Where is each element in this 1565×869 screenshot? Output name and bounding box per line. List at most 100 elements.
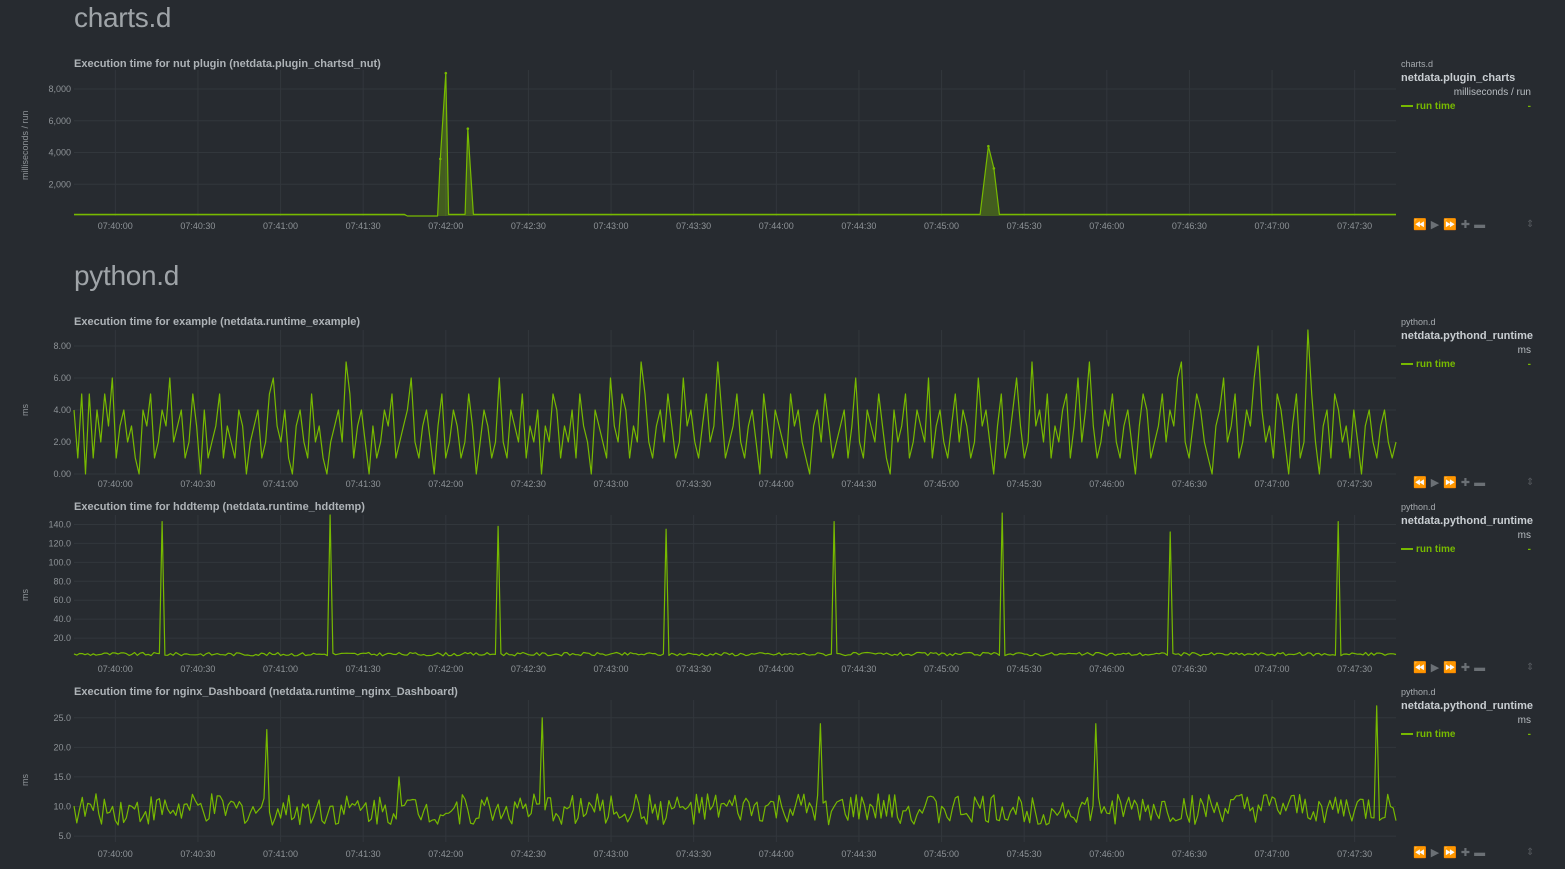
legend-dimension-label: run time xyxy=(1416,359,1456,370)
legend-dimension-label: run time xyxy=(1416,544,1456,555)
x-tick-label: 07:45:30 xyxy=(1007,221,1042,231)
zoom-out-icon[interactable]: ▬ xyxy=(1474,477,1490,489)
y-tick-label: 8.00 xyxy=(53,341,71,351)
x-tick-label: 07:40:00 xyxy=(98,664,133,674)
legend-units: ms xyxy=(1517,530,1531,541)
legend-dimension-value: - xyxy=(1527,544,1531,555)
x-tick-label: 07:41:00 xyxy=(263,221,298,231)
chart-title-example: Execution time for example (netdata.runt… xyxy=(74,316,361,328)
series-swatch xyxy=(1401,733,1413,736)
play-icon[interactable]: ▶ xyxy=(1430,662,1444,674)
legend-context: netdata.plugin_charts xyxy=(1401,72,1516,84)
legend-dimension-run-time[interactable]: run time - xyxy=(1401,101,1531,112)
zoom-out-icon[interactable]: ▬ xyxy=(1474,847,1490,859)
legend-plugin: python.d xyxy=(1401,502,1436,512)
x-tick-label: 07:41:00 xyxy=(263,664,298,674)
x-tick-label: 07:42:00 xyxy=(428,221,463,231)
legend-dimension-value: - xyxy=(1527,359,1531,370)
series-swatch xyxy=(1401,105,1413,108)
legend-dimension-label: run time xyxy=(1416,101,1456,112)
zoom-in-icon[interactable]: ✚ xyxy=(1460,219,1475,231)
x-tick-label: 07:43:30 xyxy=(676,664,711,674)
y-tick-label: 0.00 xyxy=(53,469,71,479)
zoom-in-icon[interactable]: ✚ xyxy=(1460,847,1475,859)
section-title-charts-d: charts.d xyxy=(74,2,172,33)
x-tick-label: 07:47:00 xyxy=(1255,221,1290,231)
x-tick-label: 07:46:00 xyxy=(1089,664,1124,674)
x-tick-label: 07:43:30 xyxy=(676,221,711,231)
zoom-in-icon[interactable]: ✚ xyxy=(1460,477,1475,489)
x-tick-label: 07:43:30 xyxy=(676,479,711,489)
y-tick-label: 6,000 xyxy=(48,116,71,126)
resize-handle-icon[interactable]: ⇕ xyxy=(1526,219,1535,230)
section-title-python-d: python.d xyxy=(74,260,180,291)
x-tick-label: 07:43:00 xyxy=(594,221,629,231)
play-icon[interactable]: ▶ xyxy=(1430,219,1444,231)
x-tick-label: 07:40:00 xyxy=(98,479,133,489)
x-tick-label: 07:43:30 xyxy=(676,849,711,859)
resize-handle-icon[interactable]: ⇕ xyxy=(1526,662,1535,673)
y-tick-label: 6.00 xyxy=(53,373,71,383)
x-tick-label: 07:43:00 xyxy=(594,664,629,674)
pan-right-icon[interactable]: ⏩ xyxy=(1443,662,1461,674)
chart-legend: python.d netdata.pythond_runtime ms run … xyxy=(1401,317,1534,370)
pan-right-icon[interactable]: ⏩ xyxy=(1443,219,1461,231)
y-tick-label: 8,000 xyxy=(48,84,71,94)
legend-plugin: python.d xyxy=(1401,687,1436,697)
play-icon[interactable]: ▶ xyxy=(1430,477,1444,489)
chart-title-nut: Execution time for nut plugin (netdata.p… xyxy=(74,58,381,70)
legend-dimension-run-time[interactable]: run time - xyxy=(1401,359,1531,370)
x-tick-label: 07:45:30 xyxy=(1007,664,1042,674)
pan-right-icon[interactable]: ⏩ xyxy=(1443,477,1461,489)
legend-context: netdata.pythond_runtime xyxy=(1401,330,1534,342)
x-tick-label: 07:44:00 xyxy=(759,221,794,231)
y-tick-label: 4,000 xyxy=(48,148,71,158)
y-tick-label: 20.0 xyxy=(53,633,71,643)
chart-title-hddtemp: Execution time for hddtemp (netdata.runt… xyxy=(74,501,365,513)
x-tick-label: 07:42:30 xyxy=(511,849,546,859)
zoom-out-icon[interactable]: ▬ xyxy=(1474,219,1490,231)
legend-units: ms xyxy=(1517,345,1531,356)
x-tick-label: 07:44:00 xyxy=(759,479,794,489)
x-tick-label: 07:45:30 xyxy=(1007,479,1042,489)
pan-left-icon[interactable]: ⏪ xyxy=(1413,662,1431,674)
pan-left-icon[interactable]: ⏪ xyxy=(1413,847,1431,859)
x-tick-label: 07:46:00 xyxy=(1089,849,1124,859)
pan-left-icon[interactable]: ⏪ xyxy=(1413,219,1431,231)
y-tick-label: 120.0 xyxy=(48,538,71,548)
data-point xyxy=(444,71,448,75)
data-point xyxy=(987,144,990,148)
chart-legend: python.d netdata.pythond_runtime ms run … xyxy=(1401,502,1534,555)
pan-left-icon[interactable]: ⏪ xyxy=(1413,477,1431,489)
x-tick-label: 07:46:30 xyxy=(1172,479,1207,489)
data-point xyxy=(439,157,442,161)
legend-dimension-run-time[interactable]: run time - xyxy=(1401,544,1531,555)
resize-handle-icon[interactable]: ⇕ xyxy=(1526,477,1535,488)
legend-context: netdata.pythond_runtime xyxy=(1401,515,1534,527)
zoom-out-icon[interactable]: ▬ xyxy=(1474,662,1490,674)
legend-units: ms xyxy=(1517,715,1531,726)
play-icon[interactable]: ▶ xyxy=(1430,847,1444,859)
x-tick-label: 07:40:30 xyxy=(180,849,215,859)
x-tick-label: 07:40:00 xyxy=(98,221,133,231)
chart-legend: python.d netdata.pythond_runtime ms run … xyxy=(1401,687,1533,740)
y-tick-label: 80.0 xyxy=(53,576,71,586)
x-tick-label: 07:42:30 xyxy=(511,479,546,489)
zoom-in-icon[interactable]: ✚ xyxy=(1460,662,1475,674)
x-tick-label: 07:42:00 xyxy=(428,664,463,674)
x-tick-label: 07:43:00 xyxy=(594,849,629,859)
y-tick-label: 15.0 xyxy=(53,772,71,782)
x-tick-label: 07:46:00 xyxy=(1089,221,1124,231)
resize-handle-icon[interactable]: ⇕ xyxy=(1526,847,1535,858)
y-tick-label: 100.0 xyxy=(48,557,71,567)
legend-plugin: charts.d xyxy=(1401,59,1434,69)
x-tick-label: 07:46:30 xyxy=(1172,221,1207,231)
legend-dimension-run-time[interactable]: run time - xyxy=(1401,729,1531,740)
x-tick-label: 07:41:00 xyxy=(263,849,298,859)
pan-right-icon[interactable]: ⏩ xyxy=(1443,847,1461,859)
